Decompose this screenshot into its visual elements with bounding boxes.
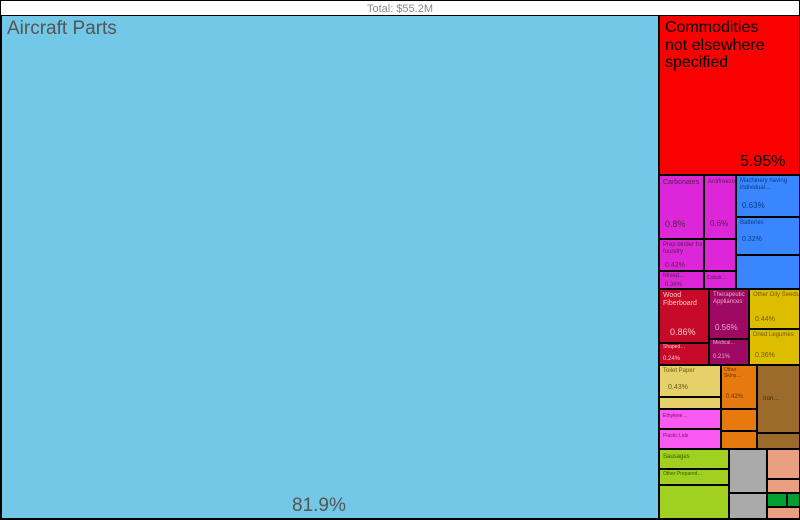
cell-label: Toilet Paper [663,368,695,375]
cell-label: Other Skins… [724,368,754,379]
treemap-cell [659,485,729,519]
cell-percentage: 0.56% [715,324,738,332]
cell-percentage: 0.6% [710,220,728,228]
treemap-cell [787,493,800,507]
treemap-cell: Prep binder for foundry 0.42% [659,239,704,271]
cell-label: Other Oily Seeds [753,292,799,299]
cell-label: Mixed… [663,273,685,280]
cell-label: Commodities not elsewhere specified [665,19,785,72]
cell-percentage: 81.9% [292,496,346,515]
cell-label: Medical… [713,341,735,347]
cell-label: Other Prepared… [663,472,702,478]
cell-percentage: 0.36% [665,282,682,288]
treemap-cell: Toilet Paper 0.43% [659,365,721,397]
treemap-cell [729,449,767,493]
cell-label: Sausages [663,454,690,461]
treemap-cell [767,493,787,507]
treemap-cell [704,239,736,271]
cell-label: Wood Fiberboard [663,292,708,307]
cell-percentage: 0.21% [713,354,730,360]
cell-label: Shaped… [663,345,685,351]
treemap-cell [721,431,757,449]
cell-percentage: 0.63% [742,202,765,210]
cell-label: Aircraft Parts [7,19,117,40]
treemap-cell: Dried Legumes 0.36% [749,329,800,365]
treemap-cell [757,433,800,449]
treemap-cell [767,507,800,519]
treemap-cell: Cobalt… [704,271,736,289]
cell-percentage: 0.36% [755,352,775,359]
treemap-cell: Commodities not elsewhere specified 5.95% [659,15,800,175]
cell-label: Iron… [763,396,779,403]
cell-percentage: 0.44% [755,316,775,323]
cell-label: Plastic Lids [663,434,688,440]
treemap-cell [767,449,800,479]
cell-label: Dried Legumes [753,332,799,339]
cell-percentage: 0.42% [726,394,743,400]
treemap-cell: Other Prepared… [659,469,729,485]
treemap-cell [736,255,800,289]
treemap-cell [729,493,767,519]
treemap-cell: Shaped… 0.24% [659,343,709,365]
treemap-cell: Batteries 0.32% [736,217,800,255]
cell-label: Therapeutic Appliances [713,292,749,305]
treemap-cell: Carbonates 0.8% [659,175,704,239]
cell-percentage: 5.95% [740,154,785,170]
treemap-cell: Medical… 0.21% [709,339,749,365]
cell-label: Cobalt… [707,276,726,282]
treemap-cell: Mixed… 0.36% [659,271,704,289]
treemap-cell [767,479,800,493]
cell-percentage: 0.8% [665,220,686,229]
treemap-cell: Other Oily Seeds 0.44% [749,289,800,329]
treemap-chart: Total: $55.2M Aircraft Parts 81.9% Commodi… [0,0,800,520]
treemap-cell: Antifreeze 0.6% [704,175,736,239]
cell-label: Antifreeze [708,179,735,186]
treemap-cell: Other Skins… 0.42% [721,365,757,409]
cell-percentage: 0.32% [742,236,762,243]
treemap-cell [659,397,721,409]
treemap-cell [721,409,757,431]
cell-percentage: 0.86% [670,328,696,337]
treemap-cell: Sausages [659,449,729,469]
cell-label: Prep binder for foundry [663,242,703,255]
chart-title: Total: $55.2M [1,3,799,15]
cell-label: Carbonates [663,179,699,187]
treemap-cell: Iron… [757,365,800,433]
cell-label: Ethylene… [663,414,687,420]
cell-label: Machinery having individual… [740,178,798,191]
cell-percentage: 0.24% [663,356,680,362]
cell-percentage: 0.43% [668,384,688,391]
treemap-cell: Machinery having individual… 0.63% [736,175,800,217]
cell-label: Batteries [740,220,764,227]
treemap-cell: Therapeutic Appliances 0.56% [709,289,749,339]
treemap-cell: Plastic Lids [659,429,721,449]
cell-percentage: 0.42% [665,262,685,269]
treemap-cell: Ethylene… [659,409,721,429]
treemap-cell: Wood Fiberboard 0.86% [659,289,709,343]
treemap-cell: Aircraft Parts 81.9% [1,15,659,519]
